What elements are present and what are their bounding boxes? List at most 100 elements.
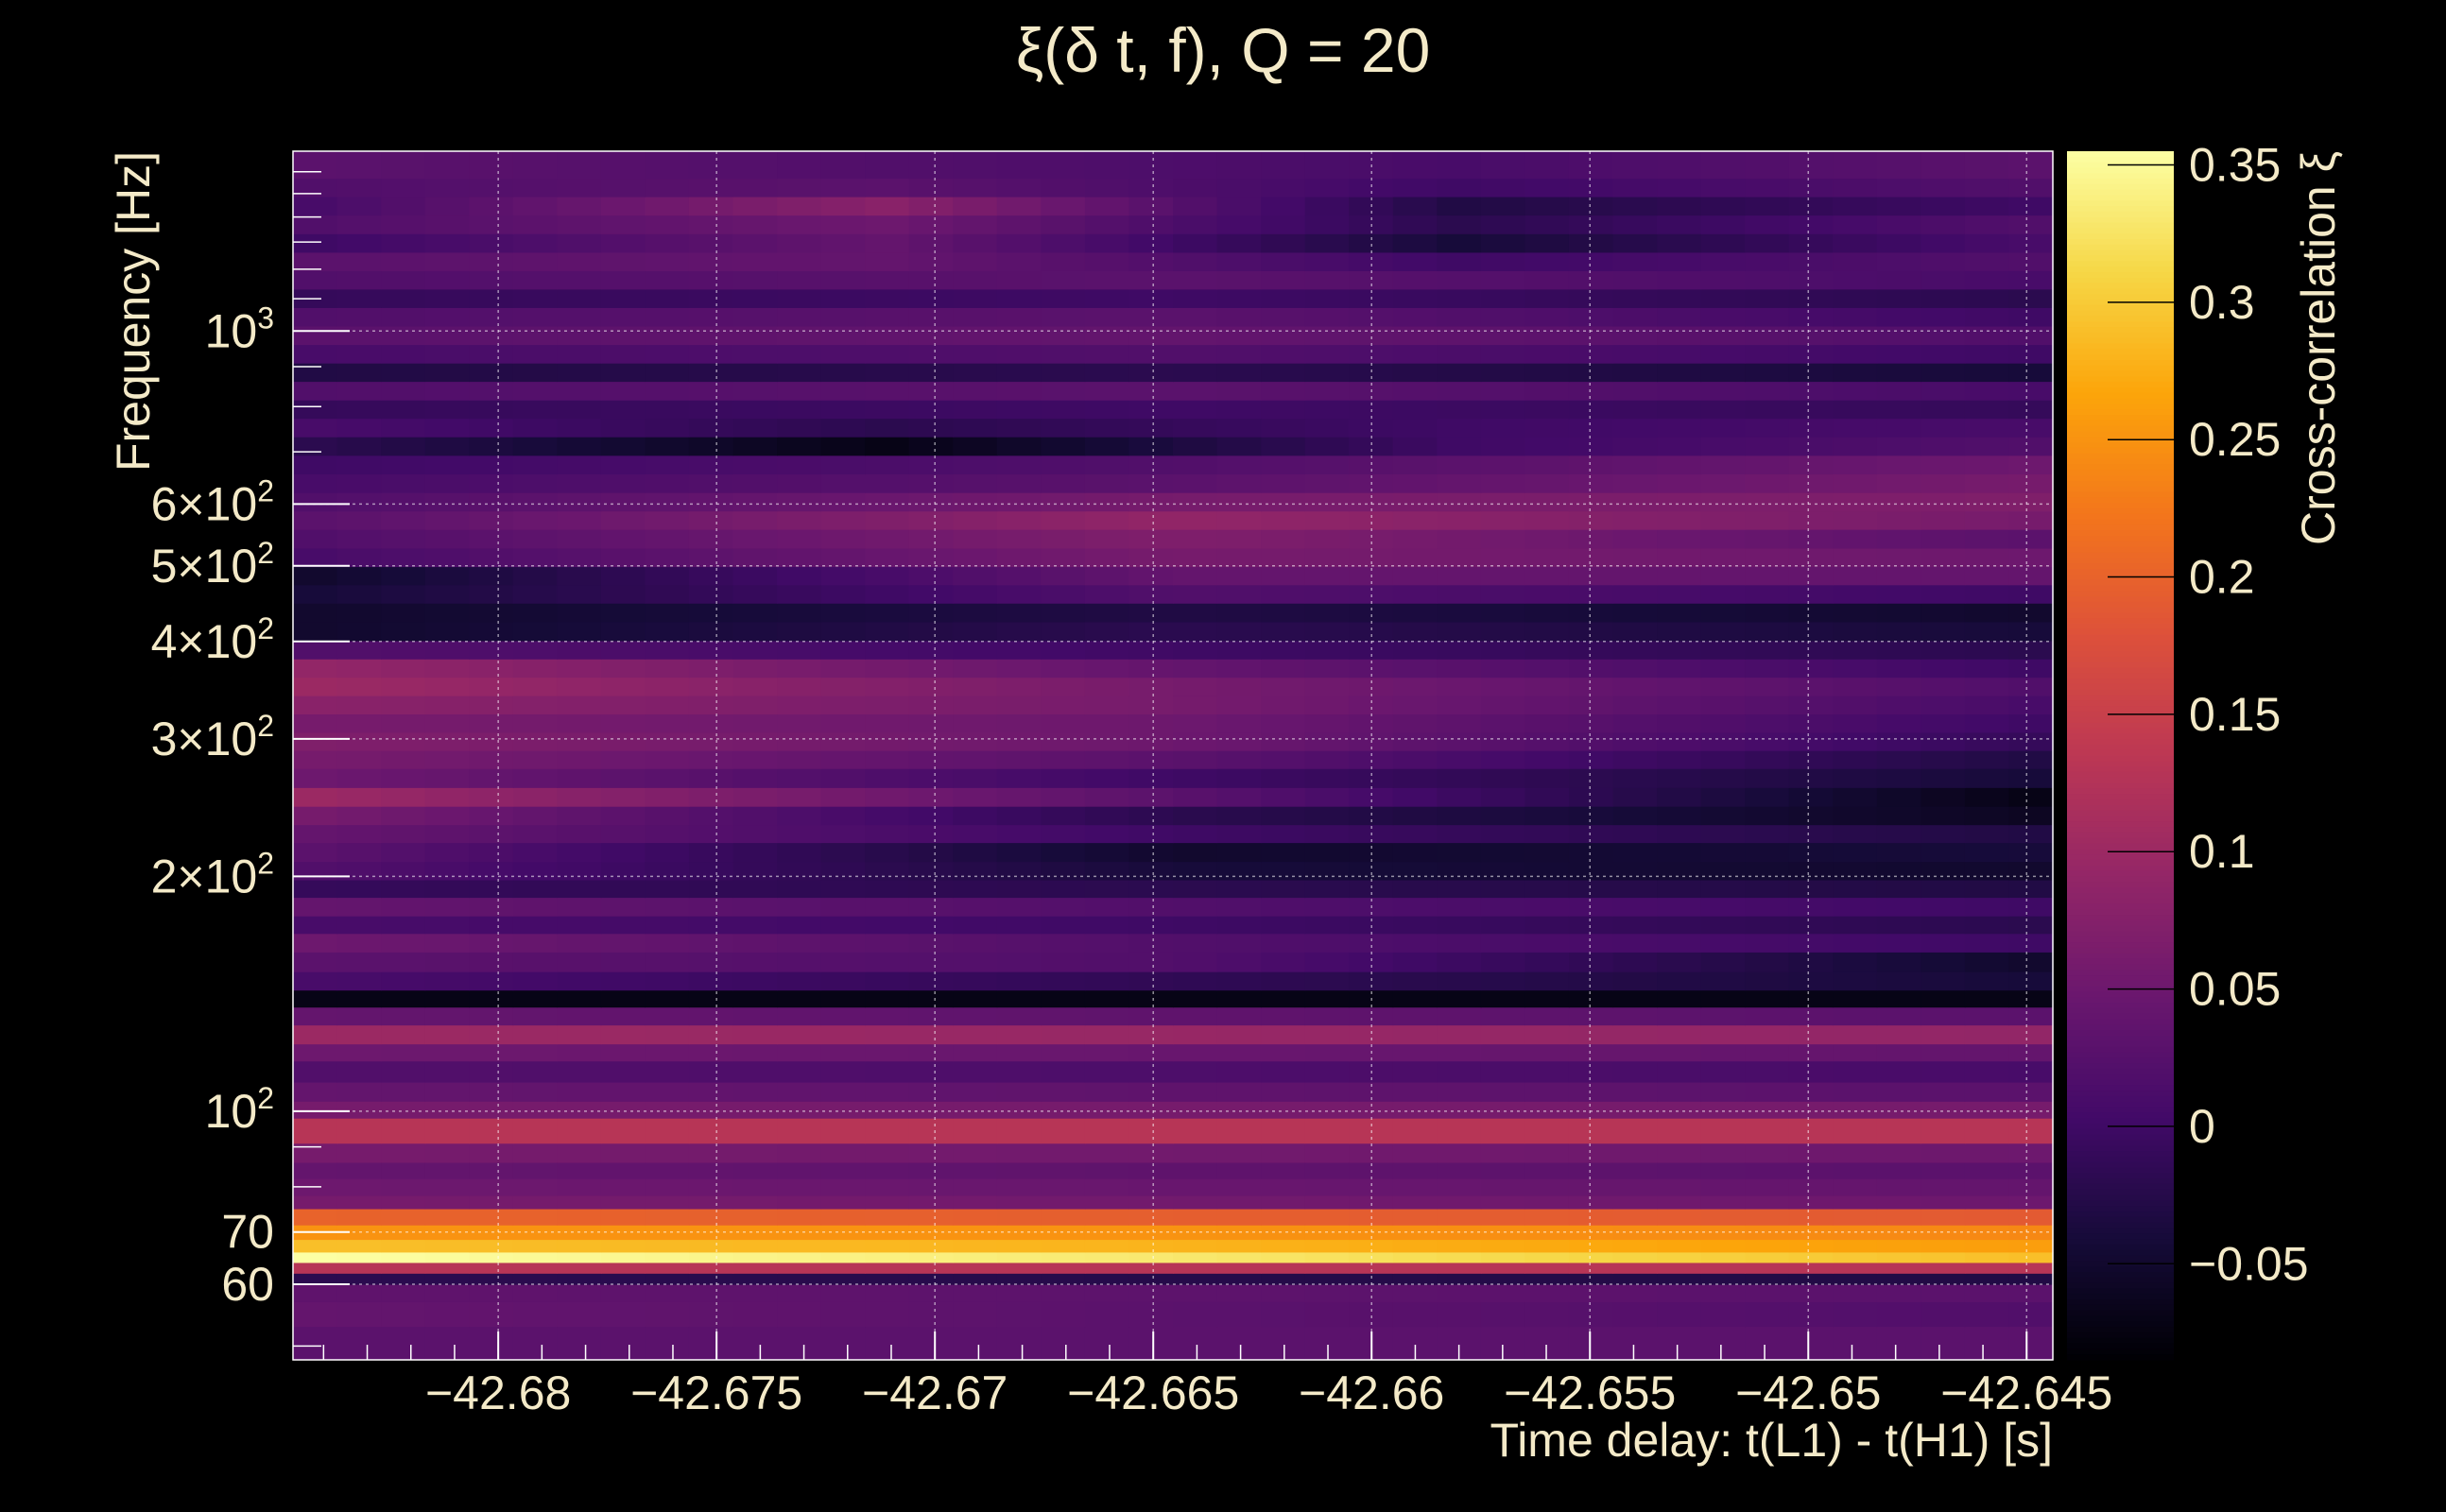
heatmap-cell [600, 1143, 646, 1163]
heatmap-cell [1568, 787, 1614, 807]
colorbar-segment [2067, 200, 2174, 207]
heatmap-cell [557, 197, 602, 216]
heatmap-cell [293, 971, 338, 991]
heatmap-cell [1657, 971, 1702, 991]
heatmap-cell [1041, 363, 1086, 383]
heatmap-cell [1261, 270, 1306, 290]
heatmap-cell [1745, 584, 1790, 604]
heatmap-cell [1216, 1273, 1262, 1285]
heatmap-cell [1833, 879, 1878, 899]
heatmap-cell [908, 806, 954, 826]
heatmap-cell [1657, 1118, 1702, 1144]
heatmap-cell [1128, 952, 1174, 972]
heatmap-cell [777, 640, 822, 660]
heatmap-cell [1261, 1208, 1306, 1226]
heatmap-cell [1921, 510, 1966, 530]
heatmap-cell [1657, 696, 1702, 715]
heatmap-cell [336, 989, 382, 1008]
heatmap-cell [1833, 731, 1878, 751]
heatmap-cell [1216, 215, 1262, 234]
heatmap-cell [732, 750, 778, 769]
heatmap-cell [1568, 215, 1614, 234]
heatmap-cell [1612, 473, 1658, 493]
heatmap-cell [1876, 1101, 1921, 1119]
heatmap-cell [1437, 1251, 1482, 1263]
heatmap-cell [1524, 178, 1570, 198]
heatmap-cell [820, 1101, 866, 1119]
heatmap-cell [1876, 1208, 1921, 1226]
colorbar-segment [2067, 507, 2174, 515]
heatmap-cell [1524, 400, 1570, 420]
heatmap-cell [1964, 842, 2010, 863]
heatmap-cell [1833, 842, 1878, 863]
heatmap-cell [996, 768, 1042, 788]
heatmap-cell [469, 363, 514, 383]
heatmap-cell [953, 270, 998, 290]
heatmap-cell [1700, 197, 1746, 216]
heatmap-cell [732, 1283, 778, 1302]
colorbar-segment [2067, 1178, 2174, 1185]
heatmap-cell [1392, 1239, 1438, 1253]
heatmap-cell [1657, 529, 1702, 549]
heatmap-cell [336, 418, 382, 438]
heatmap-cell [1437, 1161, 1482, 1179]
heatmap-cell [2008, 151, 2054, 180]
heatmap-cell [1921, 151, 1966, 180]
heatmap-cell [1833, 696, 1878, 715]
heatmap-cell [1612, 768, 1658, 788]
colorbar-segment [2067, 255, 2174, 262]
heatmap-cell [381, 1194, 426, 1210]
heatmap-cell [1876, 233, 1921, 253]
heatmap-cell [1964, 677, 2010, 696]
heatmap-cell [908, 1081, 954, 1102]
heatmap-cell [688, 1060, 734, 1083]
heatmap-cell [336, 492, 382, 512]
heatmap-cell [1745, 1239, 1790, 1253]
heatmap-cell [1964, 1251, 2010, 1263]
heatmap-cell [336, 971, 382, 991]
heatmap-cell [1964, 1024, 2010, 1045]
heatmap-cell [953, 344, 998, 364]
heatmap-cell [1261, 1161, 1306, 1179]
colorbar-segment [2067, 970, 2174, 976]
colorbar-segment [2067, 1299, 2174, 1306]
heatmap-cell [732, 492, 778, 512]
heatmap-cell [1084, 768, 1130, 788]
heatmap-cell [688, 1161, 734, 1179]
heatmap-cell [1084, 1208, 1130, 1226]
heatmap-cell [865, 510, 910, 530]
heatmap-cell [1568, 492, 1614, 512]
heatmap-cell [732, 842, 778, 863]
heatmap-cell [1304, 787, 1350, 807]
heatmap-cell [820, 824, 866, 844]
heatmap-cell [424, 307, 470, 327]
heatmap-cell [1084, 251, 1130, 271]
heatmap-cell [1437, 806, 1482, 826]
heatmap-cell [732, 621, 778, 642]
heatmap-cell [820, 640, 866, 660]
heatmap-cell [293, 989, 338, 1008]
heatmap-cell [1392, 473, 1438, 493]
heatmap-cell [557, 989, 602, 1008]
heatmap-cell [732, 696, 778, 715]
heatmap-cell [865, 696, 910, 715]
heatmap-cell [953, 640, 998, 660]
heatmap-cell [1173, 603, 1218, 623]
heatmap-cell [732, 933, 778, 953]
heatmap-cell [777, 215, 822, 234]
heatmap-cell [1216, 529, 1262, 549]
heatmap-cell [1216, 381, 1262, 401]
heatmap-cell [777, 381, 822, 401]
heatmap-cell [688, 933, 734, 953]
colorbar-segment [2067, 1140, 2174, 1146]
heatmap-cell [1568, 1239, 1614, 1253]
heatmap-cell [732, 1143, 778, 1163]
heatmap-cell [557, 307, 602, 327]
heatmap-cell [1876, 897, 1921, 917]
heatmap-cell [469, 916, 514, 935]
heatmap-cell [1788, 897, 1834, 917]
heatmap-cell [996, 510, 1042, 530]
heatmap-cell [1216, 270, 1262, 290]
heatmap-cell [1921, 251, 1966, 271]
heatmap-cell [1216, 1143, 1262, 1163]
